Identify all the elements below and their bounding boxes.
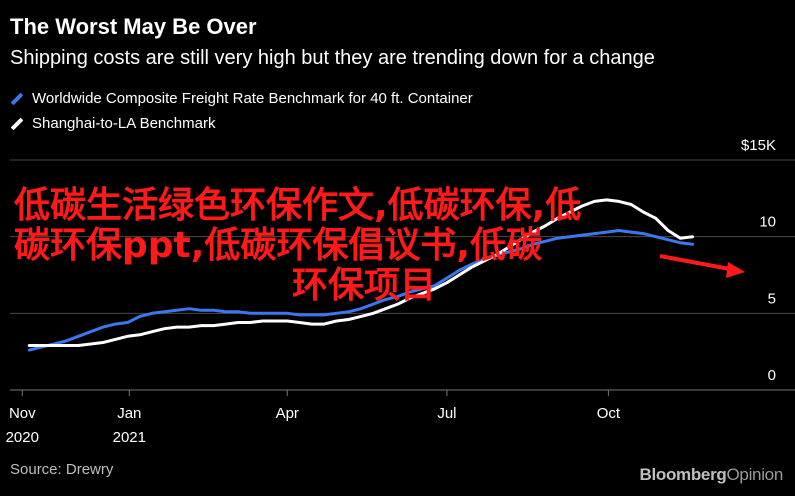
series-line-shanghai xyxy=(27,198,695,347)
grid-layer xyxy=(10,159,795,391)
legend-label-shanghai: Shanghai-to-LA Benchmark xyxy=(32,115,216,132)
chart-title: The Worst May Be Over xyxy=(10,14,257,39)
y-tick-label-0: 0 xyxy=(768,367,776,384)
series-layer xyxy=(27,198,695,352)
axis-layer: 0 5 10 $15K Nov 2020 Jan 2021 Apr Jul Oct xyxy=(6,137,776,446)
legend-item-shanghai: Shanghai-to-LA Benchmark xyxy=(10,111,473,136)
x-tick-label-jan: Jan xyxy=(117,405,141,422)
x-tick-label-nov: Nov xyxy=(9,405,36,422)
x-tick-sublabel-2021: 2021 xyxy=(113,429,146,446)
x-tick-label-oct: Oct xyxy=(597,405,621,422)
legend-item-worldwide: Worldwide Composite Freight Rate Benchma… xyxy=(10,86,473,111)
overlay-line-2: 碳环保ppt,低碳环保倡议书,低碳 xyxy=(14,225,543,266)
brand-bold: Bloomberg xyxy=(639,465,727,484)
y-tick-label-5: 5 xyxy=(768,290,776,307)
chart-legend: Worldwide Composite Freight Rate Benchma… xyxy=(10,86,473,136)
series-line-worldwide xyxy=(27,229,695,352)
brand-light: Opinion xyxy=(726,465,784,484)
legend-label-worldwide: Worldwide Composite Freight Rate Benchma… xyxy=(32,90,473,107)
overlay-watermark-text: 低碳生活绿色环保作文,低碳环保,低 碳环保ppt,低碳环保倡议书,低碳 环保项目 xyxy=(14,186,714,306)
x-tick-label-apr: Apr xyxy=(276,405,299,422)
x-tick-sublabel-2020: 2020 xyxy=(6,429,39,446)
overlay-line-3: 环保项目 xyxy=(291,265,436,306)
y-tick-label-10: 10 xyxy=(759,214,776,231)
source-note: Source: Drewry xyxy=(10,461,114,478)
y-tick-label-15: $15K xyxy=(741,137,776,154)
bloomberg-opinion-logo: BloombergOpinion xyxy=(639,465,783,485)
overlay-line-1: 低碳生活绿色环保作文,低碳环保,低 xyxy=(14,185,582,226)
x-tick-label-jul: Jul xyxy=(437,405,456,422)
chart-subtitle: Shipping costs are still very high but t… xyxy=(10,47,655,69)
